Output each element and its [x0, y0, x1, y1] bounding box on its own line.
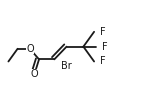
Text: F: F: [100, 27, 106, 37]
Text: F: F: [100, 56, 106, 66]
Text: O: O: [26, 44, 34, 54]
Text: O: O: [31, 69, 38, 79]
Text: F: F: [102, 42, 107, 52]
Text: Br: Br: [61, 61, 72, 71]
